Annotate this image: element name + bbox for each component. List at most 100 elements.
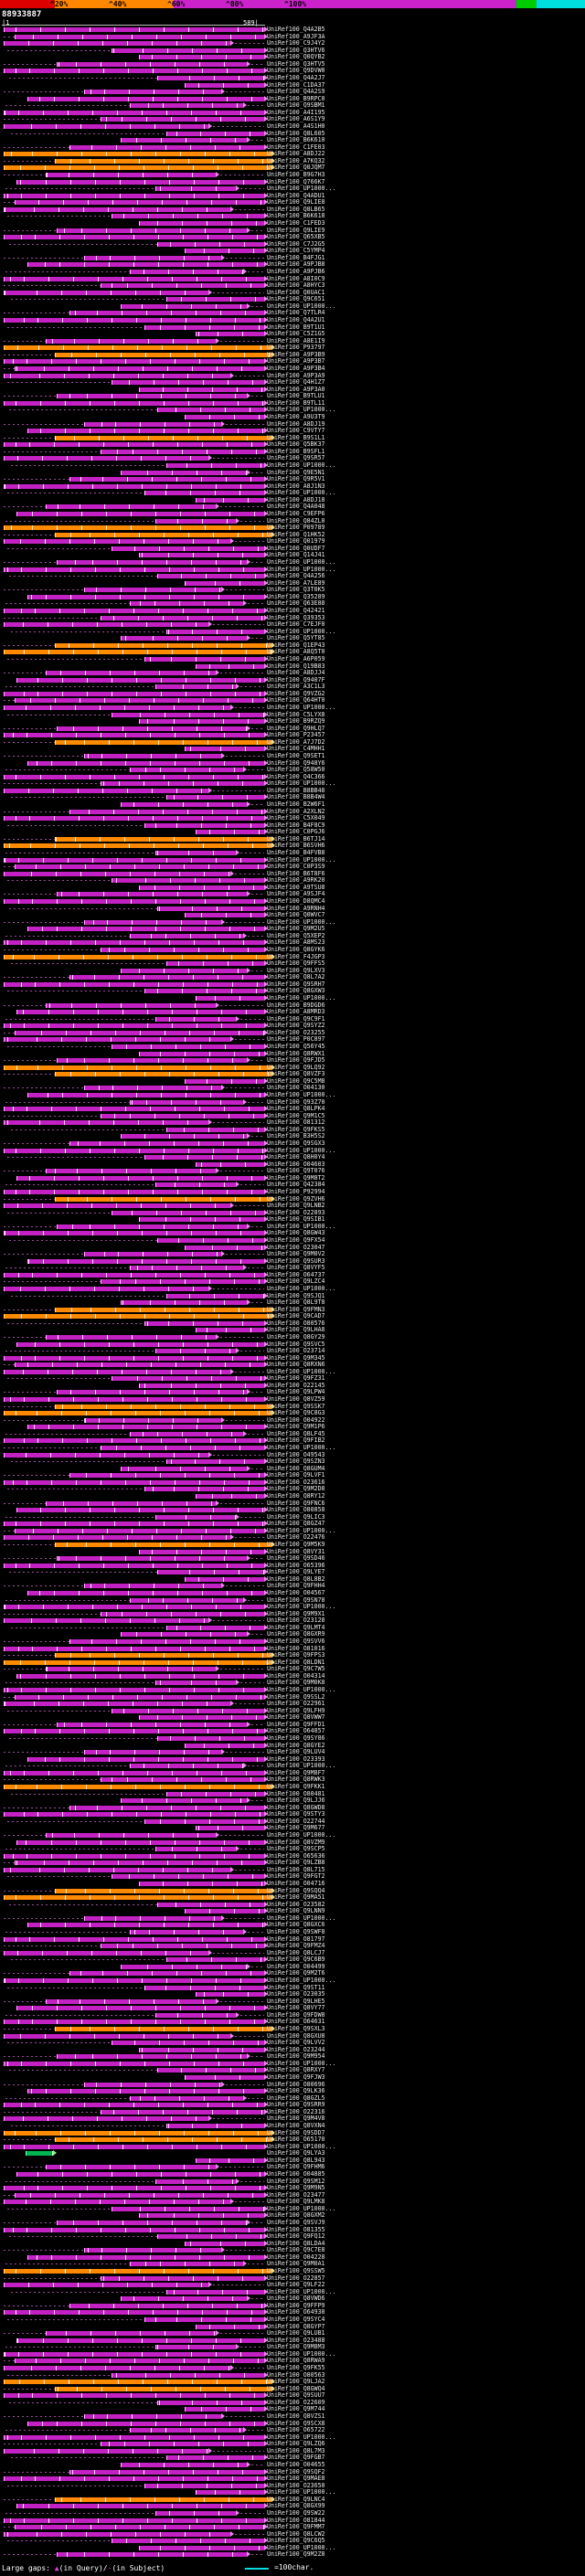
alignment-row[interactable]: UniRef100_Q9FKK1 xyxy=(0,1783,585,1790)
hit-label[interactable]: UniRef100_Q9LHA8 xyxy=(267,1326,325,1334)
hit-bar[interactable] xyxy=(69,310,268,316)
alignment-row[interactable]: UniRef100_Q9M2Z8 xyxy=(0,2551,585,2558)
hit-bar[interactable] xyxy=(55,2026,275,2032)
hit-bar[interactable] xyxy=(144,490,268,496)
hit-bar[interactable] xyxy=(155,2011,239,2018)
hit-bar[interactable] xyxy=(166,461,268,468)
hit-bar[interactable] xyxy=(46,1333,219,1340)
alignment-row[interactable]: UniRef100_Q4A2J7 xyxy=(0,74,585,81)
hit-bar[interactable] xyxy=(112,47,268,53)
hit-label[interactable]: UniRef100_B9T1U1 xyxy=(267,323,325,331)
hit-bar[interactable] xyxy=(155,849,239,855)
alignment-row[interactable]: UniRef100_Q3HTV6 xyxy=(0,47,585,54)
alignment-row[interactable]: UniRef100_Q4A2B5 xyxy=(0,26,585,33)
alignment-row[interactable]: UniRef100_Q56Y45 xyxy=(0,1043,585,1050)
hit-bar[interactable] xyxy=(130,1265,247,1271)
alignment-row[interactable]: UniRef100_O22316 xyxy=(0,2108,585,2115)
alignment-row[interactable]: UniRef100_Q8VY77 xyxy=(0,2005,585,2011)
hit-bar[interactable] xyxy=(84,1583,225,1589)
hit-bar[interactable] xyxy=(112,1375,268,1382)
hit-bar[interactable] xyxy=(16,2337,268,2343)
alignment-row[interactable]: UniRef100_UP1000... xyxy=(0,1091,585,1098)
hit-label[interactable]: UniRef100_B9S1L1 xyxy=(267,433,325,441)
hit-label[interactable]: UniRef100_B9G7H3 xyxy=(267,170,325,178)
hit-label[interactable]: UniRef100_Q8GWD8 xyxy=(267,1803,325,1811)
alignment-row[interactable]: UniRef100_Q8RWK3 xyxy=(0,1776,585,1783)
alignment-row[interactable]: UniRef100_Q9CAD7 xyxy=(0,1313,585,1320)
hit-label[interactable]: UniRef100_Q9VZG2 xyxy=(267,689,325,697)
hit-bar[interactable] xyxy=(185,81,268,88)
hit-label[interactable]: UniRef100_Q9LNN9 xyxy=(267,1907,325,1915)
hit-bar[interactable] xyxy=(155,2344,239,2350)
alignment-row[interactable]: UniRef100_Q9SIB1 xyxy=(0,1216,585,1223)
alignment-row[interactable]: UniRef100_Q9FNC6 xyxy=(0,1500,585,1507)
hit-bar[interactable] xyxy=(101,1445,268,1451)
hit-bar[interactable] xyxy=(112,2205,268,2211)
hit-label[interactable]: UniRef100_C9VTY7 xyxy=(267,427,325,435)
alignment-row[interactable]: UniRef100_O65170 xyxy=(0,2136,585,2143)
hit-bar[interactable] xyxy=(196,1991,268,1998)
alignment-row[interactable]: UniRef100_Q8GWD8 xyxy=(0,1803,585,1811)
alignment-row[interactable]: UniRef100_UP1000... xyxy=(0,565,585,573)
hit-bar[interactable] xyxy=(4,1617,212,1624)
hit-label[interactable]: UniRef100_UP1000... xyxy=(267,565,336,573)
hit-label[interactable]: UniRef100_Q9FMZ4 xyxy=(267,1942,325,1950)
hit-bar[interactable] xyxy=(155,2178,239,2184)
hit-bar[interactable] xyxy=(4,2392,268,2399)
hit-bar[interactable] xyxy=(130,2427,247,2433)
hit-label[interactable]: UniRef100_Q9SET1 xyxy=(267,751,325,759)
alignment-row[interactable]: UniRef100_Q9C9F1 xyxy=(0,1015,585,1023)
alignment-row[interactable]: UniRef100_A7J7D2 xyxy=(0,738,585,746)
hit-bar[interactable] xyxy=(139,884,268,890)
hit-bar[interactable] xyxy=(4,566,268,572)
hit-bar[interactable] xyxy=(16,1507,268,1513)
hit-label[interactable]: UniRef100_UP1000... xyxy=(267,703,336,711)
hit-label[interactable]: UniRef100_Q8VZF3 xyxy=(267,1070,325,1078)
hit-label[interactable]: UniRef100_Q35289 xyxy=(267,592,325,600)
alignment-row[interactable]: UniRef100_Q9LF22 xyxy=(0,2282,585,2288)
hit-bar[interactable] xyxy=(185,2074,268,2081)
hit-label[interactable]: UniRef100_O04922 xyxy=(267,1415,325,1424)
hit-bar[interactable] xyxy=(4,2475,268,2482)
hit-label[interactable]: UniRef100_Q9STY3 xyxy=(267,1810,325,1818)
hit-label[interactable]: UniRef100_Q5YT85 xyxy=(267,634,325,642)
alignment-row[interactable]: UniRef100_Q766K7 xyxy=(0,178,585,186)
hit-bar[interactable] xyxy=(196,829,268,835)
hit-bar[interactable] xyxy=(46,1500,219,1506)
alignment-row[interactable]: UniRef100_Q0WVC7 xyxy=(0,911,585,918)
hit-bar[interactable] xyxy=(157,2233,268,2240)
hit-bar[interactable] xyxy=(4,1023,268,1029)
hit-bar[interactable] xyxy=(55,1652,275,1659)
hit-label[interactable]: UniRef100_UP1000... xyxy=(267,1762,336,1770)
hit-bar[interactable] xyxy=(4,1604,268,1610)
hit-label[interactable]: UniRef100_Q9LYA3 xyxy=(267,2149,325,2157)
alignment-row[interactable]: UniRef100_Q9LXV3 xyxy=(0,967,585,974)
hit-bar[interactable] xyxy=(112,711,268,717)
alignment-row[interactable]: UniRef100_Q9VZG2 xyxy=(0,689,585,697)
hit-label[interactable]: UniRef100_Q9M744 xyxy=(267,2405,325,2413)
alignment-row[interactable]: UniRef100_O81016 xyxy=(0,1645,585,1652)
hit-label[interactable]: UniRef100_Q58W50 xyxy=(267,766,325,774)
alignment-row[interactable]: UniRef100_Q9LVV2 xyxy=(0,2040,585,2046)
alignment-row[interactable]: UniRef100_UP1000... xyxy=(0,2060,585,2067)
alignment-row[interactable]: UniRef100_UP1000... xyxy=(0,2489,585,2496)
alignment-row[interactable]: UniRef100_O22145 xyxy=(0,1382,585,1389)
hit-bar[interactable] xyxy=(15,199,268,206)
alignment-row[interactable]: UniRef100_O22744 xyxy=(0,1818,585,1825)
hit-label[interactable]: UniRef100_Q9FHH4 xyxy=(267,1582,325,1590)
alignment-row[interactable]: UniRef100_B9SFL1 xyxy=(0,448,585,455)
hit-label[interactable]: UniRef100_Q4A2J7 xyxy=(267,74,325,81)
hit-bar[interactable] xyxy=(55,1306,275,1312)
hit-bar[interactable] xyxy=(4,2365,234,2370)
hit-label[interactable]: UniRef100_P0C897 xyxy=(267,1035,325,1044)
alignment-row[interactable]: UniRef100_Q9M8T2 xyxy=(0,1174,585,1182)
hit-bar[interactable] xyxy=(157,573,268,579)
hit-label[interactable]: UniRef100_Q8GW43 xyxy=(267,1229,325,1237)
alignment-row[interactable]: UniRef100_UP1000... xyxy=(0,461,585,469)
hit-label[interactable]: UniRef100_Q4ADU1 xyxy=(267,191,325,199)
alignment-row[interactable]: UniRef100_Q9SSL2 xyxy=(0,1693,585,1701)
hit-label[interactable]: UniRef100_Q9HLQ7 xyxy=(267,724,325,732)
hit-label[interactable]: UniRef100_Q9407F xyxy=(267,675,325,684)
alignment-row[interactable]: UniRef100_Q9M2T6 xyxy=(0,1970,585,1977)
hit-bar[interactable] xyxy=(166,1956,268,1963)
